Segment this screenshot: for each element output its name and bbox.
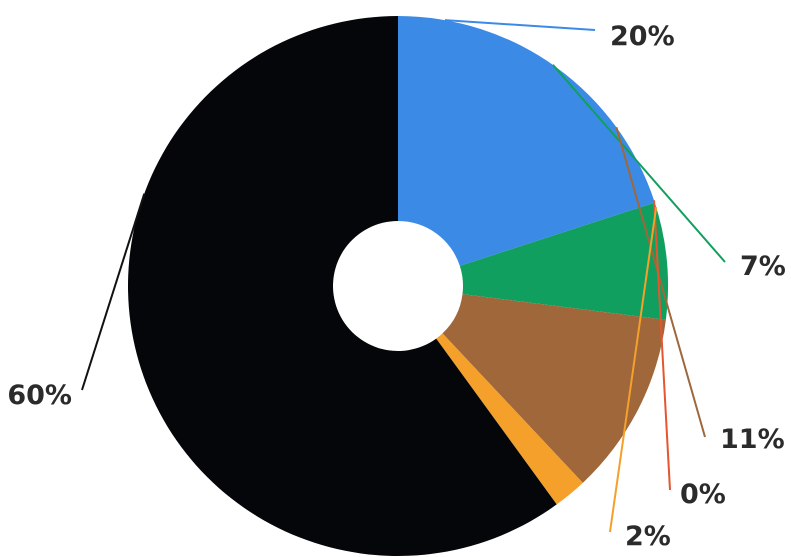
leader-line [653,200,671,491]
slice-label: 2% [625,521,671,552]
slice-label: 11% [720,424,785,455]
leader-line [615,127,706,438]
leader-line [81,193,146,391]
pie-slice-60 [128,16,557,556]
leader-line [552,64,726,263]
slice-label: 20% [610,21,675,52]
leader-line [444,19,596,31]
pie-slice-7 [459,202,669,320]
slice-label: 7% [740,251,786,282]
leader-line [609,206,658,533]
pie-slice-20 [398,16,655,266]
slice-label: 60% [7,380,72,411]
pie-slice-11 [442,294,666,483]
pie-slice-2 [436,333,583,505]
slice-label: 0% [680,479,726,510]
